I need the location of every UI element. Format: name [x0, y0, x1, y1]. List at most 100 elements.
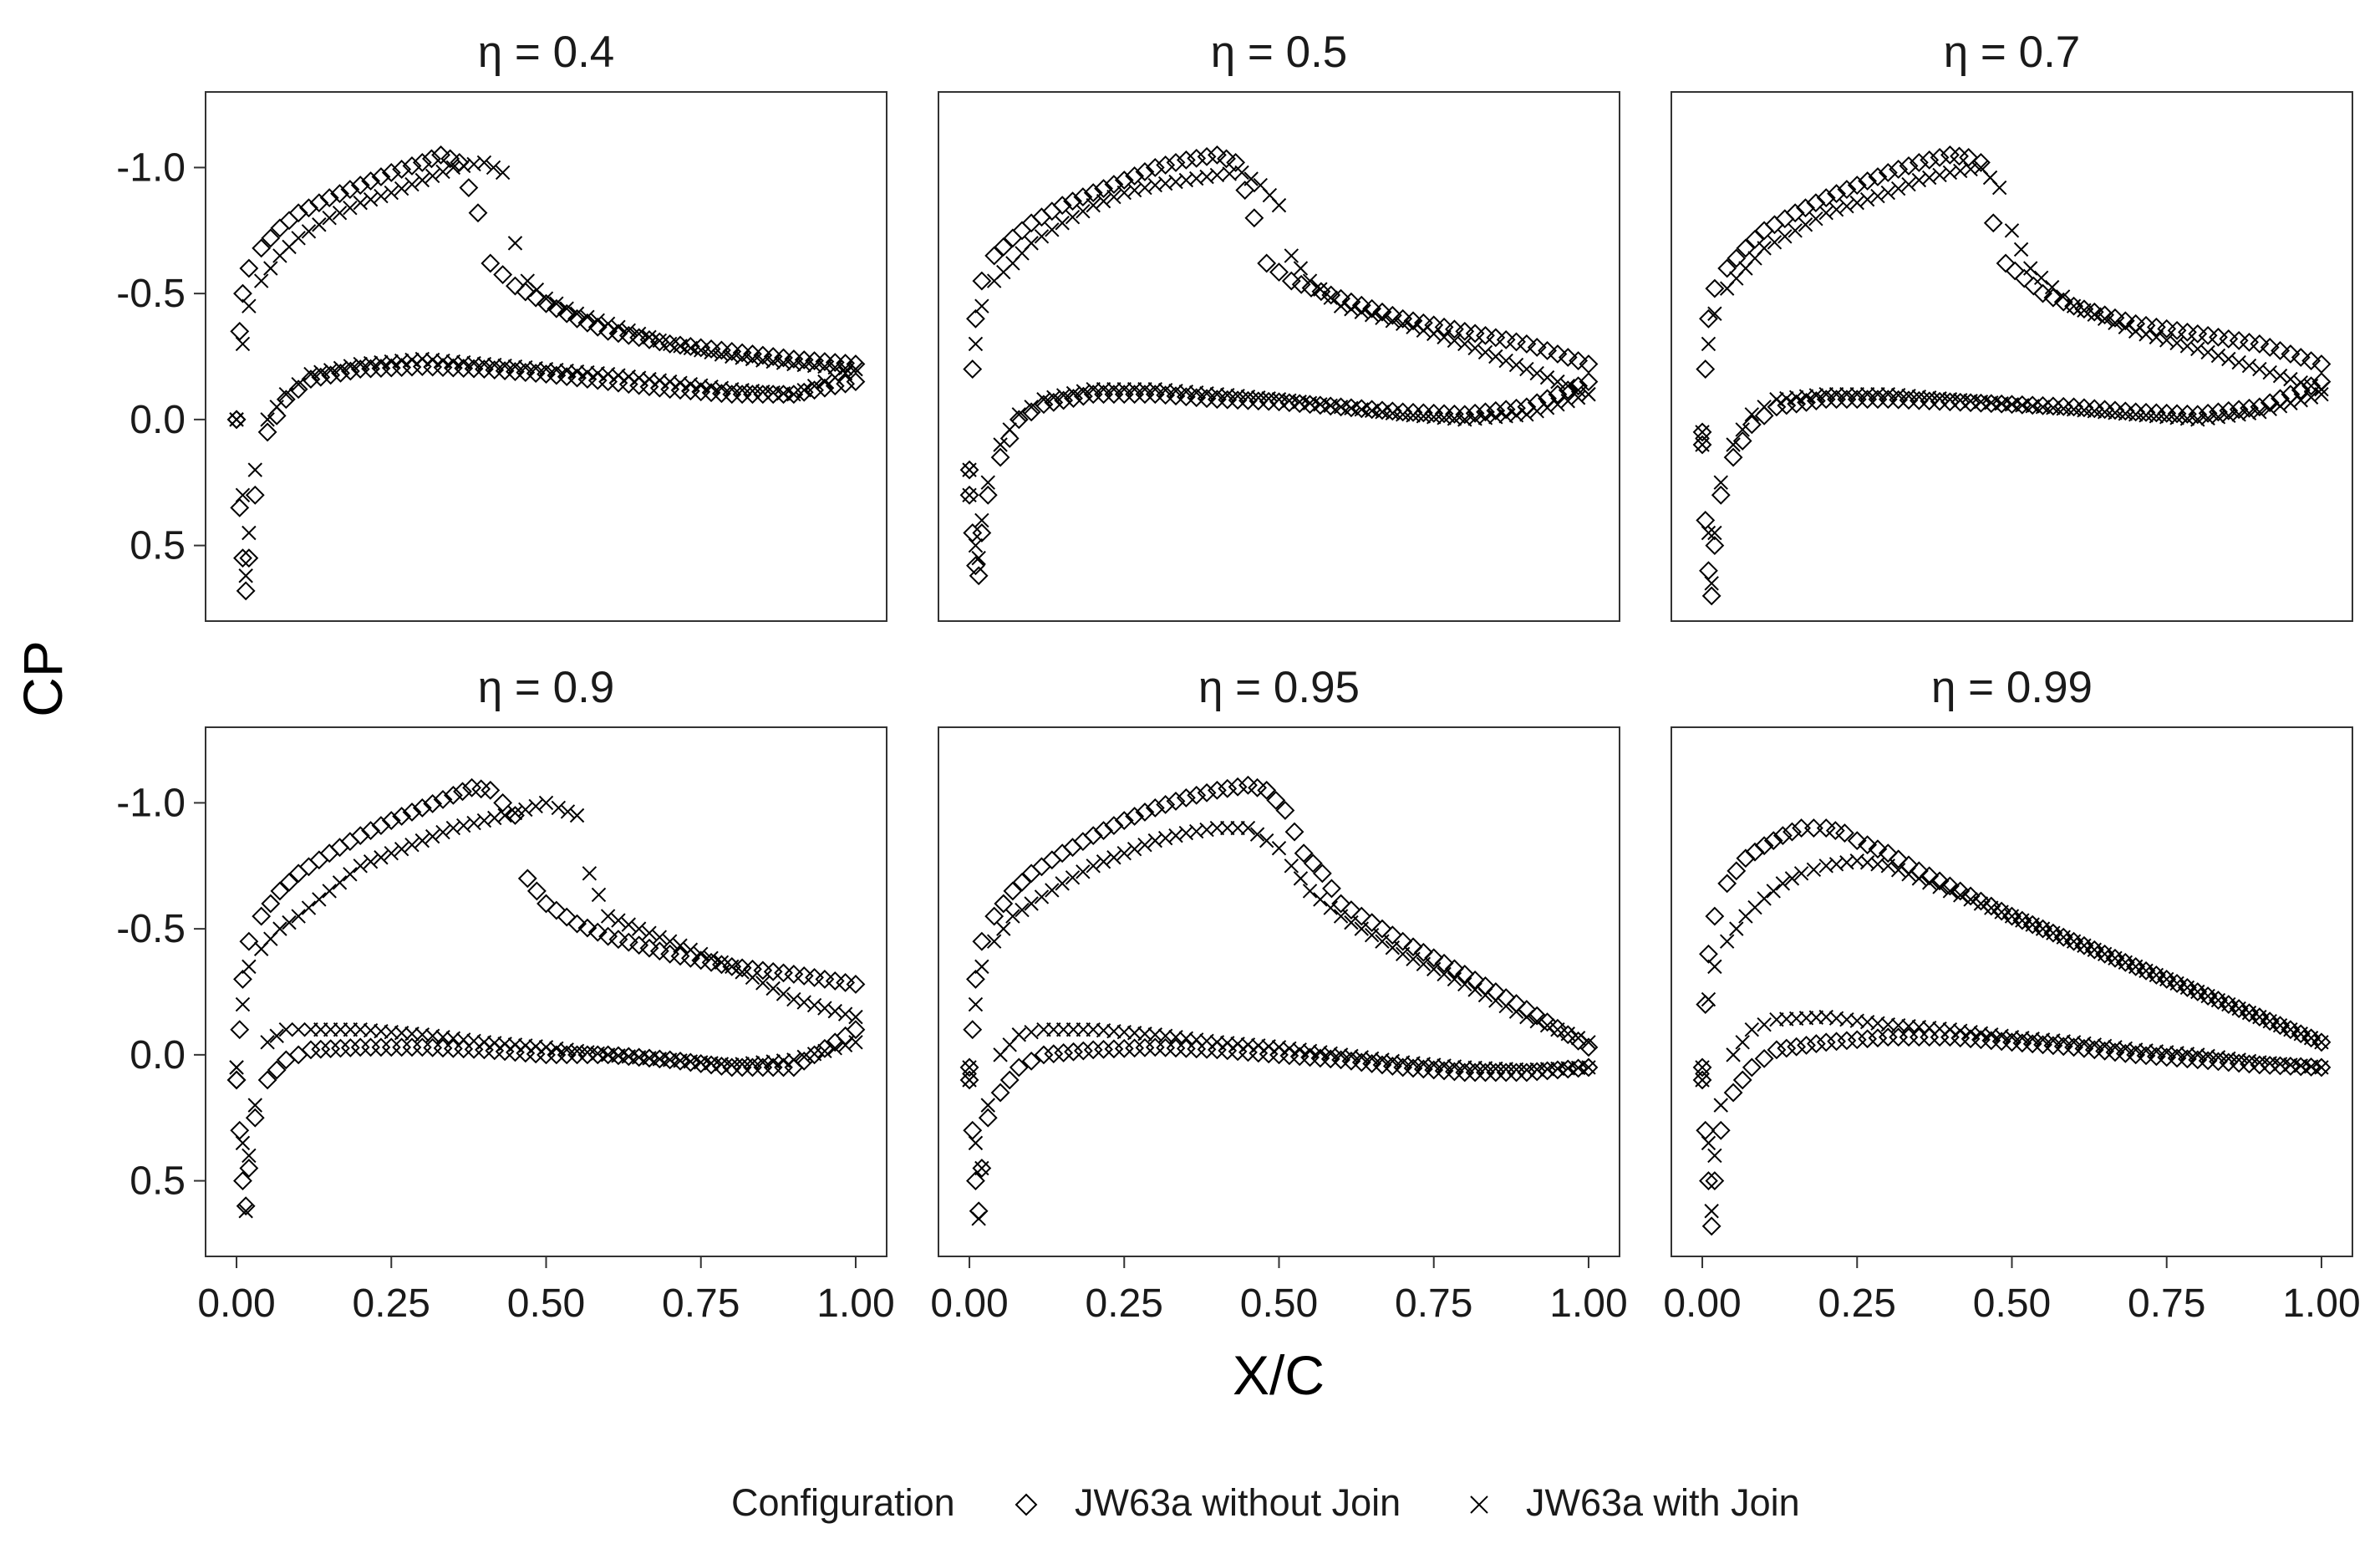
data-point-cross [1539, 1017, 1555, 1033]
data-point-cross [806, 378, 822, 394]
data-point-diamond [1527, 338, 1547, 357]
data-point-cross [1116, 381, 1132, 397]
data-point-cross [1922, 875, 1937, 890]
data-point-cross [1086, 381, 1101, 397]
data-point-diamond [2229, 400, 2249, 420]
legend-label-with-join: JW63a with Join [1526, 1481, 1800, 1524]
data-point-cross [507, 805, 523, 821]
data-point-diamond [1558, 1025, 1578, 1045]
data-point-cross [278, 1022, 294, 1037]
data-point-cross [404, 837, 420, 853]
data-point-cross [683, 942, 699, 957]
data-point-cross [2149, 329, 2164, 345]
data-point-diamond [1868, 839, 1888, 859]
data-point-diamond [1950, 881, 1971, 901]
data-point-cross [2128, 324, 2144, 339]
data-point-cross [1757, 891, 1772, 906]
data-point-diamond [309, 193, 329, 213]
data-point-diamond [257, 1070, 277, 1090]
data-point-diamond [2064, 296, 2084, 316]
data-point-diamond [1868, 1028, 1888, 1048]
data-point-cross [2077, 938, 2092, 953]
data-point-cross [1302, 273, 1318, 288]
data-point-cross [2262, 364, 2277, 380]
data-point-cross [384, 185, 399, 201]
x-tick-label: 0.50 [1973, 1281, 2051, 1326]
data-point-diamond [537, 293, 556, 313]
data-point-cross [486, 160, 501, 176]
data-point-diamond [1476, 325, 1495, 345]
data-point-diamond [836, 374, 856, 394]
data-point-diamond [994, 237, 1014, 257]
data-point-diamond [350, 826, 370, 846]
data-point-cross [806, 1047, 822, 1062]
data-point-diamond [547, 900, 567, 920]
data-point-diamond [1341, 900, 1361, 920]
data-point-diamond [1445, 319, 1464, 339]
data-point-cross [827, 1041, 842, 1056]
data-point-cross [476, 155, 492, 171]
data-point-diamond [1899, 156, 1919, 176]
data-point-cross [642, 925, 657, 940]
data-point-cross [1364, 927, 1380, 943]
data-point-diamond [1569, 376, 1589, 396]
data-point-diamond [1711, 1120, 1731, 1140]
data-point-cross [538, 795, 554, 811]
data-point-diamond [959, 460, 979, 480]
data-point-diamond [2260, 338, 2280, 357]
data-point-cross [1011, 1027, 1027, 1042]
data-point-diamond [1745, 229, 1765, 249]
data-point-cross [1701, 336, 1716, 352]
data-point-cross [971, 550, 986, 566]
data-point-cross [837, 1037, 853, 1053]
legend-cross-icon [1470, 1495, 1488, 1514]
data-point-diamond [1156, 155, 1176, 175]
data-point-diamond [1878, 843, 1898, 864]
data-point-diamond [2291, 348, 2311, 367]
data-point-diamond [2271, 1016, 2290, 1036]
data-point-cross [1498, 998, 1513, 1014]
data-point-diamond [1816, 188, 1836, 208]
data-point-diamond [226, 1070, 247, 1090]
data-point-diamond [1579, 372, 1599, 392]
data-point-diamond [1558, 1059, 1578, 1079]
data-point-diamond [453, 782, 472, 802]
data-point-diamond [1742, 1057, 1762, 1078]
data-point-diamond [1705, 906, 1725, 926]
data-point-cross [353, 195, 368, 211]
data-point-diamond [392, 160, 412, 179]
data-point-diamond [587, 317, 608, 337]
data-point-diamond [1145, 798, 1165, 818]
data-point-cross [673, 938, 688, 953]
data-point-diamond [1331, 894, 1351, 914]
data-point-diamond [402, 156, 422, 176]
data-point-cross [2108, 950, 2123, 966]
data-point-cross [621, 917, 636, 932]
data-point-diamond [959, 485, 979, 505]
data-point-cross [1220, 820, 1235, 836]
data-point-diamond [340, 1038, 360, 1057]
data-point-cross [974, 512, 989, 528]
data-point-diamond [1692, 1057, 1712, 1078]
data-point-diamond [1538, 1061, 1557, 1081]
data-point-cross [2128, 959, 2144, 975]
data-point-cross [269, 400, 284, 415]
data-point-cross [1395, 946, 1411, 961]
data-point-cross [1096, 193, 1111, 209]
data-point-diamond [1094, 179, 1113, 198]
data-point-cross [1209, 167, 1225, 183]
data-point-diamond [1275, 801, 1295, 820]
y-tick-label: 0.5 [130, 1159, 186, 1204]
data-point-cross [1953, 888, 1968, 903]
data-point-cross [291, 909, 306, 924]
data-point-cross [1126, 381, 1142, 397]
data-point-cross [1519, 361, 1534, 377]
data-point-cross [242, 298, 257, 313]
data-point-diamond [1727, 861, 1747, 881]
data-point-cross [1726, 1047, 1741, 1062]
y-axis-title: CP [12, 640, 74, 717]
x-tick-label: 1.00 [1549, 1281, 1627, 1326]
series-with-join [962, 165, 1596, 566]
data-point-diamond [2053, 927, 2073, 947]
data-point-cross [745, 970, 760, 986]
